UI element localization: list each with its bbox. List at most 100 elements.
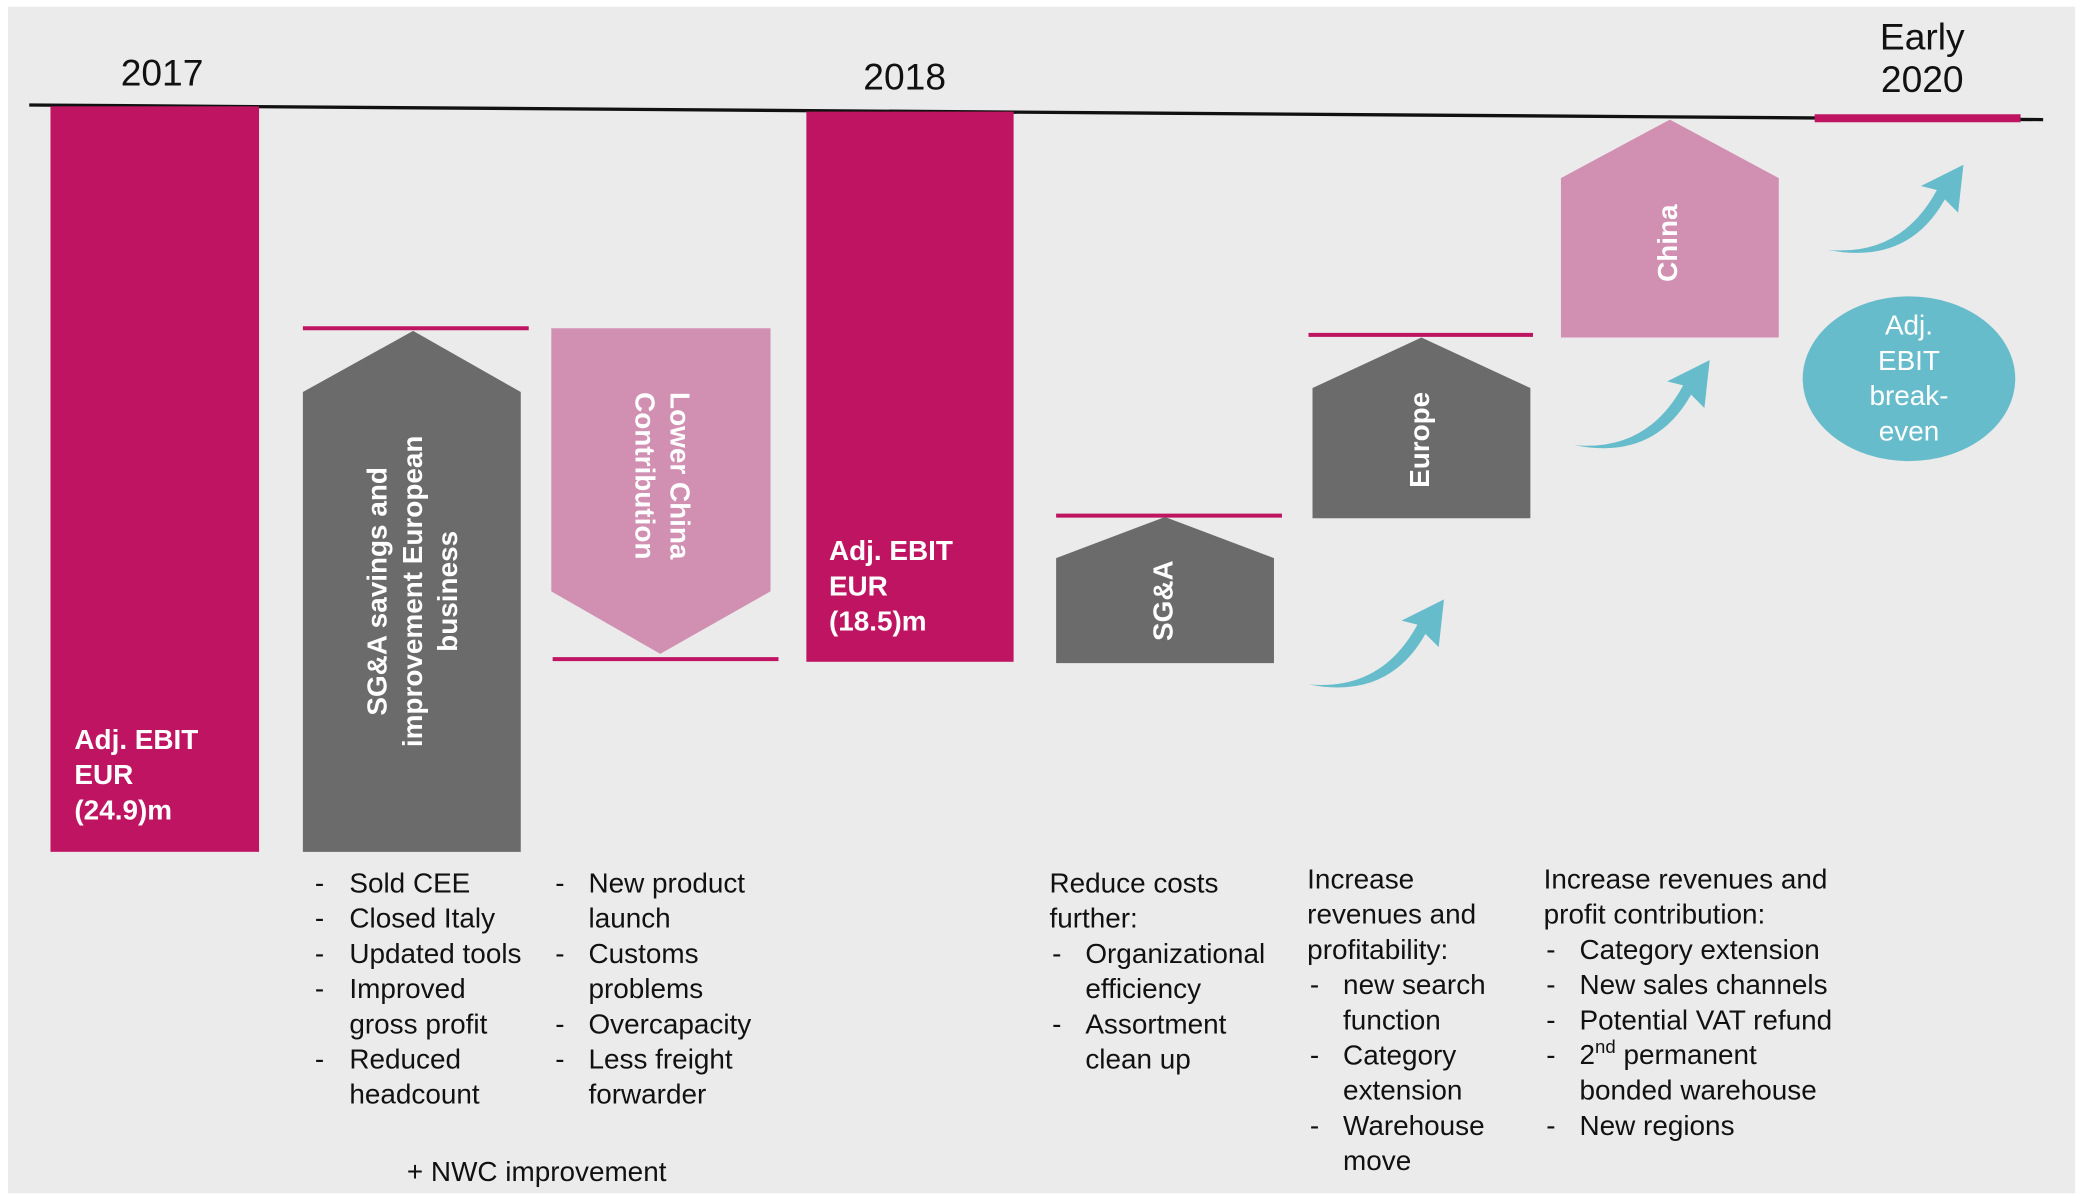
baseline [29, 103, 2044, 122]
block-text: EUR [74, 759, 133, 790]
year-label: Early [1880, 16, 1965, 58]
bullet-text: Customs [589, 938, 699, 969]
bullet-text: New regions [1580, 1110, 1735, 1141]
bullet-mark: - [1546, 934, 1555, 965]
block-label: Europe [1404, 392, 1435, 488]
bullet-text: gross profit [349, 1008, 487, 1039]
bullet-text: Less freight [589, 1043, 733, 1074]
down-arrow [551, 328, 771, 654]
bullet-text: Category extension [1580, 934, 1820, 965]
bullet-text: extension [1343, 1075, 1462, 1106]
note-heading: revenues and [1307, 899, 1476, 930]
block-text: SG&A [1147, 560, 1178, 641]
block-label: China [1652, 204, 1683, 282]
block-text: Adj. [1885, 310, 1933, 341]
up-arrow [302, 330, 521, 852]
bullet-mark: - [1546, 1004, 1555, 1035]
bullet-text: Potential VAT refund [1580, 1004, 1833, 1035]
block-label: Adj. EBIT EUR (24.9)m [74, 724, 198, 825]
block-text: even [1879, 415, 1939, 446]
block-text: Lower China [664, 392, 695, 560]
bullet-mark: - [1546, 1110, 1555, 1141]
bullet-mark: - [555, 867, 564, 898]
bullet-text: move [1343, 1145, 1411, 1176]
growth-arrow [1308, 599, 1445, 688]
bullet-mark: - [315, 973, 324, 1004]
bullet-text: Updated tools [349, 938, 521, 969]
block-text: China [1652, 204, 1683, 282]
target-ellipse [1802, 296, 2016, 462]
bullet-mark: - [315, 903, 324, 934]
bullet-text: Sold CEE [349, 867, 470, 898]
bullet-text: problems [589, 973, 704, 1004]
bullet-mark: - [1310, 969, 1319, 1000]
bullet-text: Overcapacity [589, 1008, 752, 1039]
block-label: SG&A [1147, 560, 1178, 641]
block-text: SG&A savings and [362, 467, 393, 716]
growth-arrow [1827, 164, 1964, 253]
bullet-text: efficiency [1085, 973, 1201, 1004]
bullet-text: function [1343, 1004, 1441, 1035]
bullet-text: Category [1343, 1040, 1456, 1071]
block-text: EBIT [1878, 345, 1940, 376]
up-arrow [1056, 516, 1274, 664]
bullet-text: forwarder [589, 1079, 707, 1110]
bullet-text: New product [589, 867, 746, 898]
year-label: 2020 [1881, 58, 1964, 100]
bullet-text: headcount [349, 1079, 480, 1110]
block-text: (18.5)m [829, 606, 927, 637]
block-label: Adj. EBIT break-even [1869, 310, 1948, 447]
bullet-text: new search [1343, 969, 1486, 1000]
bullet-mark: - [1310, 1110, 1319, 1141]
bullet-mark: - [315, 1043, 324, 1074]
block-text: Adj. EBIT [829, 535, 953, 566]
block-text: break- [1869, 380, 1948, 411]
note-heading: Increase [1307, 863, 1414, 894]
bullet-mark: - [1052, 938, 1061, 969]
block-label: Adj. EBIT EUR (18.5)m [829, 535, 953, 636]
bullet-text: clean up [1085, 1043, 1190, 1074]
text-part: permanent [1616, 1040, 1757, 1071]
year-label: 2018 [863, 56, 946, 98]
superscript: nd [1595, 1036, 1616, 1057]
bullet-mark: - [1546, 969, 1555, 1000]
up-arrow [1312, 337, 1531, 519]
bullet-text: Improved [349, 973, 465, 1004]
note-heading: Reduce costs [1049, 867, 1218, 898]
year-label: 2017 [121, 52, 204, 94]
bullet-mark: - [1052, 1008, 1061, 1039]
bullet-text: launch [589, 903, 671, 934]
text-part: 2 [1580, 1040, 1596, 1071]
note-heading: profitability: [1307, 934, 1448, 965]
block-text: EUR [829, 570, 888, 601]
note-heading: further: [1049, 903, 1137, 934]
bullet-mark: - [555, 1008, 564, 1039]
bullet-text: Reduced [349, 1043, 461, 1074]
bar-2017 [50, 106, 260, 852]
note-heading: profit contribution: [1544, 899, 1766, 930]
block-text: business [432, 531, 463, 652]
bullet-mark: - [555, 1043, 564, 1074]
note-heading: Increase revenues and [1544, 863, 1828, 894]
block-text: (24.9)m [74, 794, 172, 825]
bullet-mark: - [555, 938, 564, 969]
bullet-mark: - [315, 938, 324, 969]
block-text: Adj. EBIT [74, 724, 198, 755]
footnote: + NWC improvement [407, 1156, 667, 1187]
bullet-mark: - [1546, 1040, 1555, 1071]
bullet-mark: - [1310, 1040, 1319, 1071]
bullet-mark: - [315, 867, 324, 898]
bullet-text: Organizational [1085, 938, 1265, 969]
block-text: improvement European [397, 436, 428, 748]
bullet-text: 2nd permanent [1580, 1036, 1758, 1071]
bullet-text: Closed Italy [349, 903, 495, 934]
up-arrow [1560, 119, 1779, 338]
growth-arrow [1574, 360, 1710, 449]
bar-2018 [806, 111, 1014, 662]
block-text: Contribution [629, 392, 660, 559]
bullet-text: Assortment [1085, 1008, 1226, 1039]
bullet-text: bonded warehouse [1580, 1075, 1817, 1106]
